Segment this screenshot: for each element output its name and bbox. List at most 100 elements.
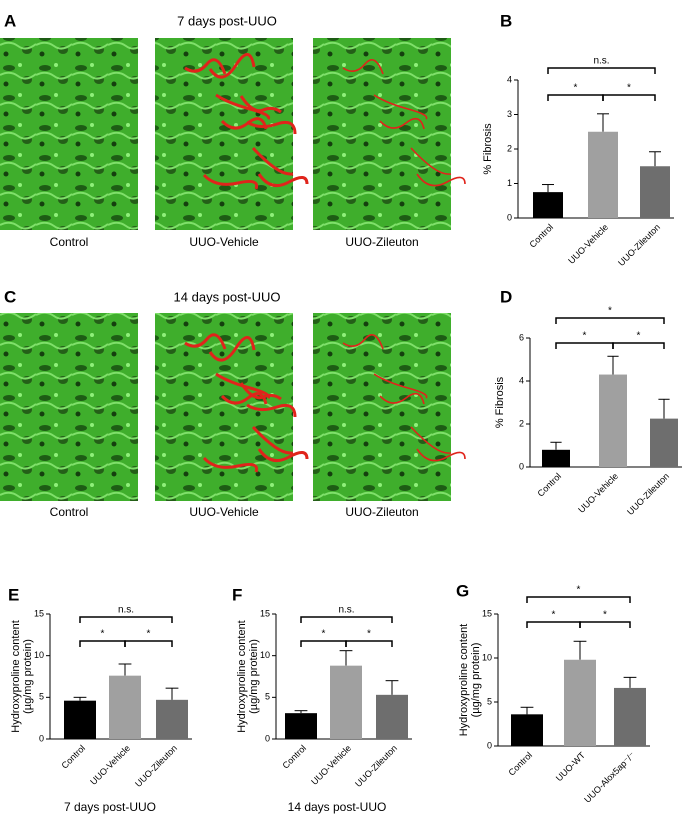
- significance-label: n.s.: [118, 605, 134, 616]
- red-stain: [208, 53, 256, 79]
- significance-label: *: [367, 629, 371, 640]
- x-tick-label: UUO-Zileuton: [625, 471, 671, 517]
- significance-label: *: [583, 331, 587, 342]
- x-tick-label: UUO-Vehicle: [576, 471, 620, 515]
- y-axis-label: % Fibrosis: [482, 123, 494, 175]
- y-axis-label: (µg/mg protein): [248, 639, 260, 714]
- micrograph: [0, 38, 138, 230]
- y-axis-label: Hydroxyproline content: [10, 620, 22, 733]
- significance-bracket: [79, 640, 126, 647]
- micrograph: [313, 38, 451, 230]
- bar: [64, 700, 96, 739]
- significance-label: *: [322, 629, 326, 640]
- x-tick-label: UUO-Vehicle: [88, 743, 132, 787]
- y-tick-label: 6: [519, 332, 524, 342]
- y-tick-label: 4: [507, 74, 512, 84]
- panel-letter: F: [232, 585, 242, 604]
- image-caption: UUO-Zileuton: [345, 235, 418, 249]
- micrograph: [313, 313, 451, 501]
- x-tick-label: Control: [60, 743, 88, 771]
- y-tick-label: 2: [519, 418, 524, 428]
- significance-bracket: [300, 640, 347, 647]
- y-tick-label: 15: [482, 608, 492, 618]
- significance-label: *: [608, 306, 612, 317]
- significance-label: *: [147, 629, 151, 640]
- significance-bracket: [300, 616, 393, 623]
- red-stain: [239, 95, 282, 114]
- bar: [564, 659, 596, 746]
- significance-bracket: [547, 94, 604, 101]
- y-tick-label: 5: [39, 692, 44, 702]
- red-stain: [251, 146, 294, 176]
- red-stain: [246, 120, 297, 135]
- panel-letter: G: [456, 581, 469, 600]
- y-tick-label: 0: [507, 212, 512, 222]
- significance-label: n.s.: [593, 56, 609, 67]
- red-stain: [208, 336, 256, 362]
- significance-bracket: [79, 616, 173, 623]
- y-tick-label: 15: [34, 608, 44, 618]
- bar: [599, 374, 627, 467]
- significance-bracket: [555, 317, 665, 324]
- x-tick-label: UUO-Zileuton: [353, 743, 399, 789]
- x-tick-label: Control: [536, 471, 564, 499]
- x-tick-label: Control: [507, 750, 535, 778]
- red-stain: [239, 382, 282, 401]
- significance-bracket: [526, 596, 631, 603]
- significance-bracket: [555, 342, 614, 349]
- red-stain: [342, 58, 384, 75]
- red-stain: [251, 425, 294, 455]
- y-axis-label: (µg/mg protein): [470, 643, 482, 718]
- red-stain: [416, 173, 466, 187]
- significance-bracket: [345, 640, 393, 647]
- significance-label: *: [574, 83, 578, 94]
- y-tick-label: 2: [507, 143, 512, 153]
- red-stain: [373, 373, 428, 399]
- image-caption: Control: [50, 235, 89, 249]
- significance-label: *: [101, 629, 105, 640]
- significance-label: n.s.: [338, 605, 354, 616]
- image-caption: UUO-Vehicle: [189, 505, 259, 519]
- y-tick-label: 5: [265, 692, 270, 702]
- bar: [614, 687, 646, 746]
- x-tick-label: UUO-Vehicle: [566, 222, 610, 266]
- bar: [511, 714, 543, 746]
- red-stain: [202, 173, 259, 190]
- significance-bracket: [602, 94, 656, 101]
- y-axis-label: (µg/mg protein): [22, 639, 34, 714]
- x-tick-label: Control: [281, 743, 309, 771]
- panel-title: 7 days post-UUO: [177, 13, 277, 28]
- micrograph: [155, 38, 293, 230]
- y-axis-label: Hydroxyproline content: [236, 620, 248, 733]
- red-stain: [246, 403, 297, 418]
- bar: [109, 675, 141, 739]
- y-tick-label: 0: [519, 461, 524, 471]
- chart-caption: 14 days post-UUO: [288, 800, 387, 814]
- panel-title: 14 days post-UUO: [174, 289, 281, 304]
- image-caption: Control: [50, 505, 89, 519]
- significance-label: *: [637, 331, 641, 342]
- y-tick-label: 15: [260, 608, 270, 618]
- bar: [542, 449, 570, 467]
- significance-label: *: [627, 83, 631, 94]
- x-tick-label: UUO-Zileuton: [133, 743, 179, 789]
- red-stain: [410, 426, 452, 454]
- red-stain: [215, 93, 271, 121]
- panel-letter: C: [4, 287, 16, 306]
- panel-letter: A: [4, 11, 16, 30]
- panel-letter: E: [8, 585, 19, 604]
- y-axis-label: % Fibrosis: [494, 376, 506, 428]
- red-stain: [184, 58, 227, 75]
- y-tick-label: 10: [34, 650, 44, 660]
- y-tick-label: 10: [482, 652, 492, 662]
- y-axis-label: Hydroxyproline content: [458, 624, 470, 737]
- red-stain: [202, 456, 259, 473]
- significance-label: *: [552, 610, 556, 621]
- image-caption: UUO-Zileuton: [345, 505, 418, 519]
- x-tick-label: Control: [528, 222, 556, 250]
- x-tick-label: UUO-Vehicle: [309, 743, 353, 787]
- red-stain: [342, 333, 384, 350]
- y-tick-label: 0: [265, 733, 270, 743]
- panel-letter: D: [500, 287, 512, 306]
